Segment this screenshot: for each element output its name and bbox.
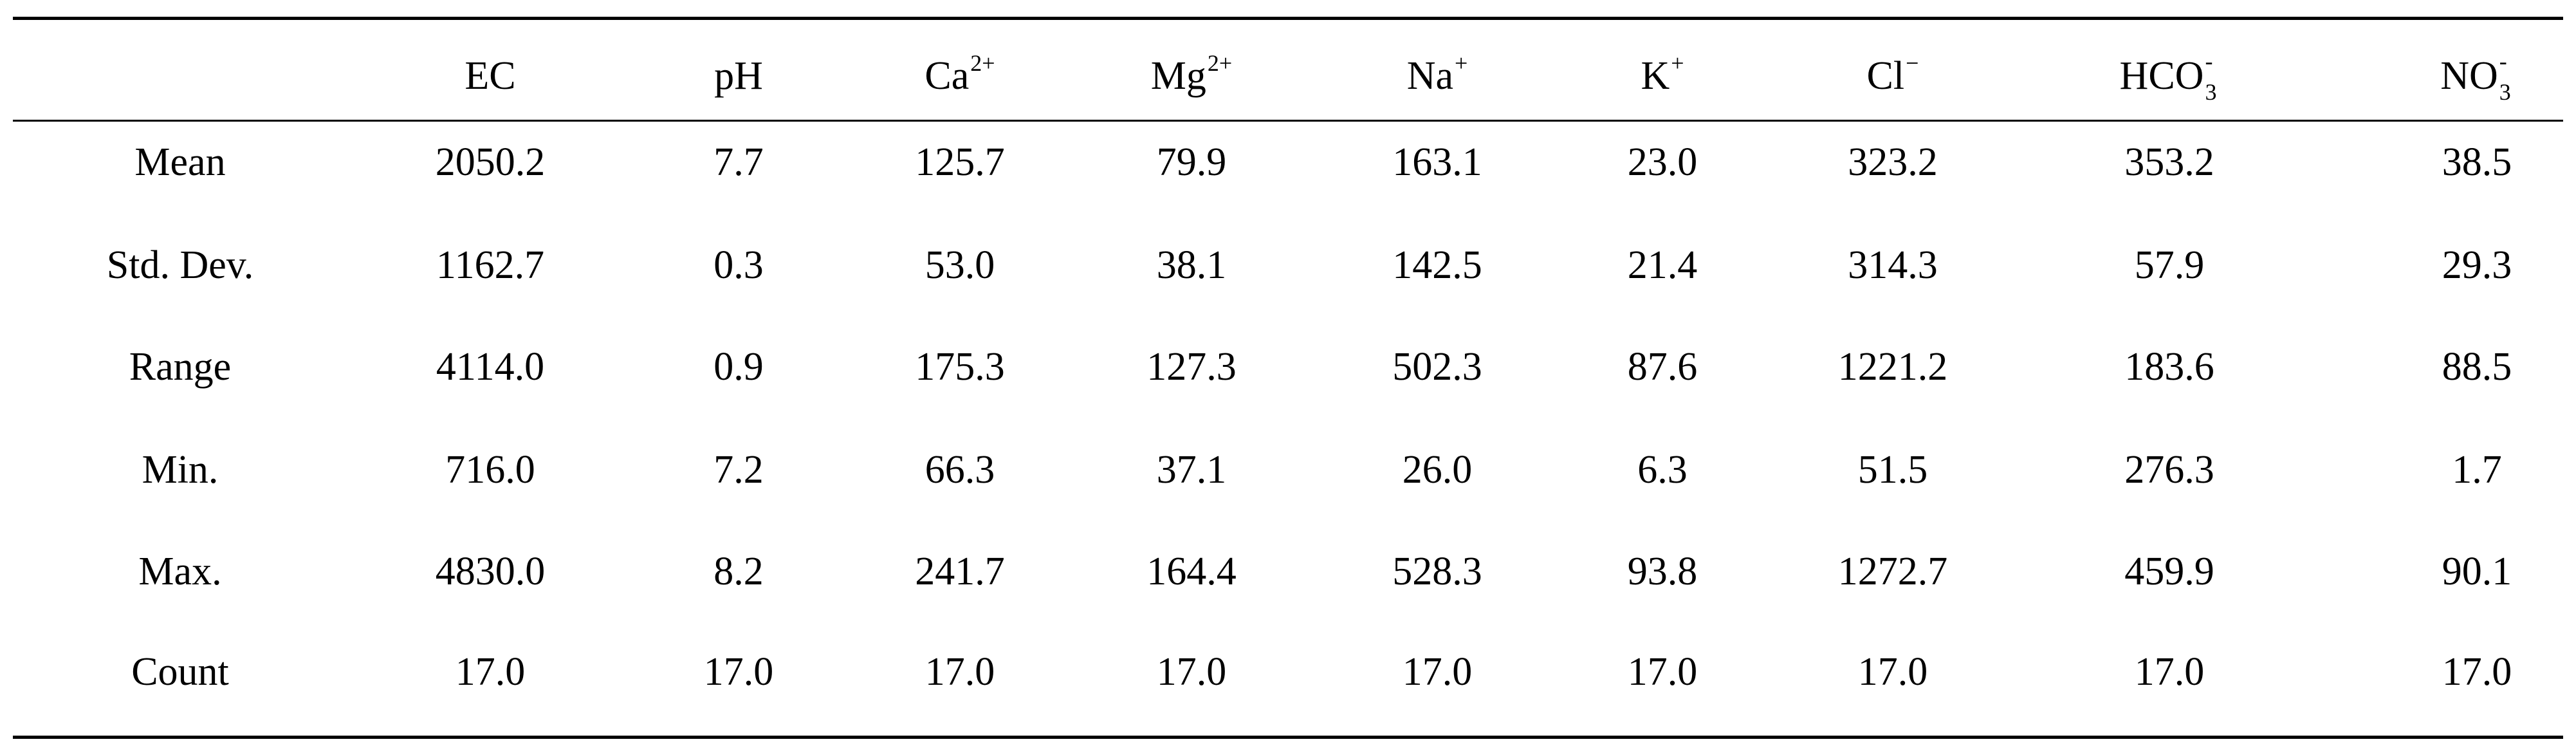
table-cell: 17.0 — [1857, 650, 1928, 694]
column-header-base: Na — [1406, 54, 1453, 98]
column-header-charge: 2+ — [1207, 50, 1233, 76]
column-header: Na+ — [1406, 51, 1468, 98]
table-bottom-rule — [13, 736, 2563, 739]
statistics-table: EC pH Ca2+ Mg2+ Na+ K+ Cl− HCO -3 NO -3 Mean 2050.2 7… — [13, 17, 2563, 740]
row-label: Std. Dev. — [106, 243, 254, 287]
column-header-charge: + — [1671, 50, 1684, 76]
table-top-rule — [13, 17, 2563, 20]
column-header-base: EC — [465, 54, 516, 98]
table-cell: 37.1 — [1156, 448, 1227, 492]
table-cell: 17.0 — [925, 650, 995, 694]
table-cell: 38.1 — [1156, 243, 1227, 287]
table-cell: 7.7 — [713, 140, 764, 184]
row-label: Min. — [142, 448, 219, 492]
table-cell: 1272.7 — [1837, 550, 1948, 593]
table-cell: 459.9 — [2124, 550, 2214, 593]
column-header-charge: 2+ — [970, 50, 995, 76]
table-cell: 6.3 — [1637, 448, 1688, 492]
table-cell: 23.0 — [1627, 140, 1698, 184]
table-cell: 0.3 — [713, 243, 764, 287]
table-cell: 323.2 — [1848, 140, 1938, 184]
table-cell: 2050.2 — [435, 140, 546, 184]
table-cell: 17.0 — [2134, 650, 2205, 694]
table-cell: 38.5 — [2442, 140, 2512, 184]
column-header-subsup: -3 — [2499, 50, 2514, 104]
column-header-subscript: 3 — [2205, 79, 2217, 105]
table-cell: 163.1 — [1392, 140, 1482, 184]
table-cell: 17.0 — [1402, 650, 1473, 694]
column-header: EC — [465, 56, 515, 96]
table-cell: 164.4 — [1146, 550, 1237, 593]
table-cell: 4114.0 — [436, 345, 545, 389]
table-cell: 26.0 — [1402, 448, 1473, 492]
table-cell: 88.5 — [2442, 345, 2512, 389]
column-header-subscript: 3 — [2499, 79, 2511, 105]
column-header: K+ — [1641, 51, 1684, 98]
table-cell: 57.9 — [2134, 243, 2205, 287]
table-cell: 29.3 — [2442, 243, 2512, 287]
table-cell: 8.2 — [713, 550, 764, 593]
column-header: NO -3 — [2440, 50, 2514, 104]
table-cell: 142.5 — [1392, 243, 1482, 287]
table-cell: 17.0 — [455, 650, 526, 694]
column-header-subsup: -3 — [2205, 50, 2219, 104]
column-header: Ca2+ — [925, 51, 995, 98]
table-cell: 7.2 — [713, 448, 764, 492]
row-label: Mean — [134, 140, 226, 184]
table-cell: 314.3 — [1848, 243, 1938, 287]
table-cell: 0.9 — [713, 345, 764, 389]
table-cell: 1.7 — [2452, 448, 2502, 492]
table-cell: 90.1 — [2442, 550, 2512, 593]
table-cell: 87.6 — [1627, 345, 1698, 389]
column-header: HCO -3 — [2119, 50, 2220, 104]
column-header-base: Mg — [1150, 54, 1206, 98]
table-cell: 528.3 — [1392, 550, 1482, 593]
table-cell: 17.0 — [1156, 650, 1227, 694]
table-cell: 93.8 — [1627, 550, 1698, 593]
table-cell: 17.0 — [1627, 650, 1698, 694]
table-cell: 53.0 — [925, 243, 995, 287]
table-cell: 4830.0 — [435, 550, 546, 593]
table-cell: 276.3 — [2124, 448, 2214, 492]
table-cell: 716.0 — [445, 448, 535, 492]
table-cell: 1221.2 — [1837, 345, 1948, 389]
table-cell: 17.0 — [2442, 650, 2512, 694]
table-cell: 79.9 — [1156, 140, 1227, 184]
table-cell: 353.2 — [2124, 140, 2214, 184]
column-header-base: NO — [2440, 54, 2498, 98]
column-header-base: K — [1641, 54, 1670, 98]
column-header-charge: - — [2205, 48, 2213, 74]
column-header-charge: - — [2499, 48, 2507, 74]
row-label: Count — [131, 650, 229, 694]
column-header: pH — [714, 56, 763, 96]
table-header-rule — [13, 120, 2563, 122]
column-header: Mg2+ — [1150, 51, 1232, 98]
table-cell: 1162.7 — [436, 243, 545, 287]
column-header-charge: + — [1454, 50, 1468, 76]
table-cell: 127.3 — [1146, 345, 1237, 389]
column-header-base: Cl — [1866, 54, 1905, 98]
table-cell: 175.3 — [915, 345, 1005, 389]
row-label: Range — [129, 345, 232, 389]
column-header: Cl− — [1866, 51, 1919, 98]
row-label: Max. — [138, 550, 222, 593]
column-header-charge: − — [1906, 50, 1919, 76]
table-cell: 502.3 — [1392, 345, 1482, 389]
table-cell: 66.3 — [925, 448, 995, 492]
table-cell: 21.4 — [1627, 243, 1698, 287]
table-cell: 51.5 — [1857, 448, 1928, 492]
table-cell: 125.7 — [915, 140, 1005, 184]
column-header-base: HCO — [2119, 54, 2204, 98]
column-header-base: pH — [714, 54, 763, 98]
column-header-base: Ca — [925, 54, 970, 98]
table-cell: 241.7 — [915, 550, 1005, 593]
table-cell: 17.0 — [703, 650, 774, 694]
table-cell: 183.6 — [2124, 345, 2214, 389]
